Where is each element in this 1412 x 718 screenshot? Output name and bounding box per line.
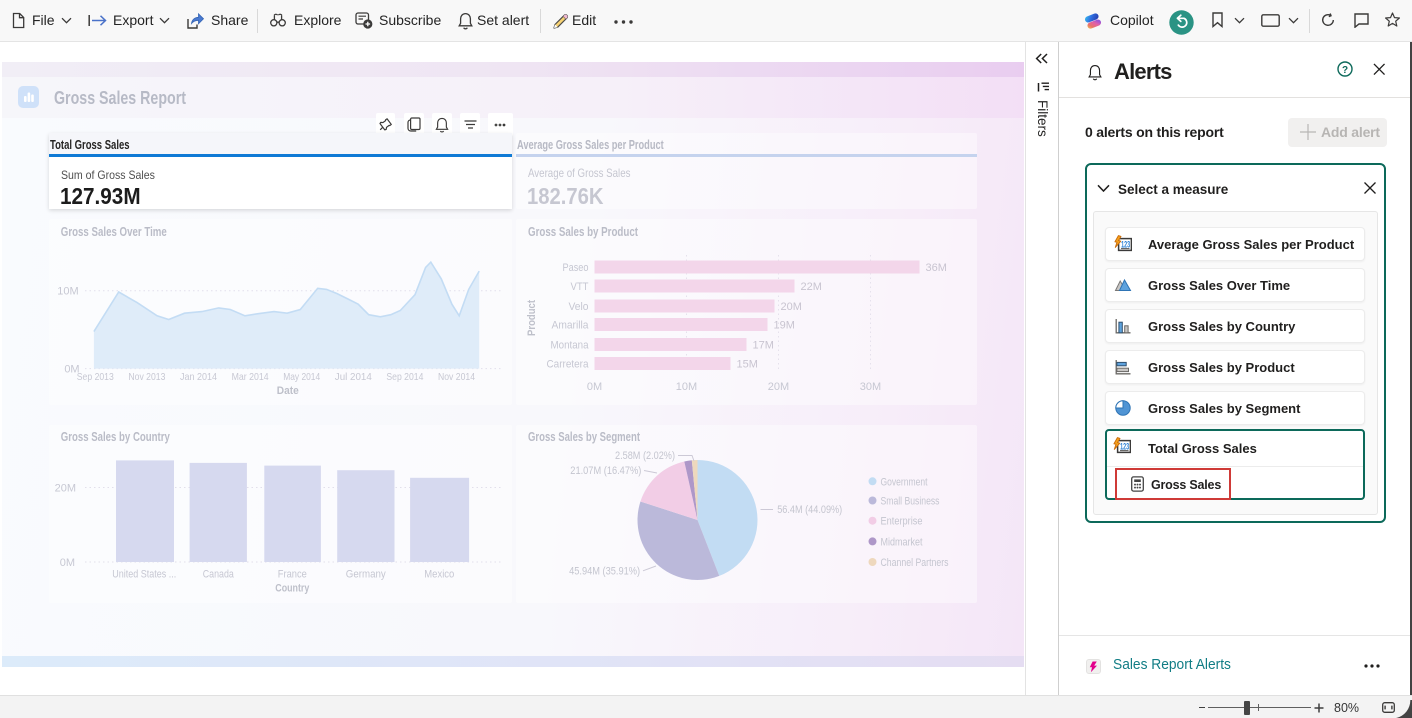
svg-text:France: France: [277, 568, 306, 580]
svg-text:20M: 20M: [54, 482, 75, 494]
svg-text:2.58M (2.02%): 2.58M (2.02%): [615, 450, 675, 462]
svg-text:VTT: VTT: [570, 281, 588, 293]
svg-text:15M: 15M: [736, 359, 757, 371]
svg-text:Government: Government: [880, 476, 927, 488]
svg-text:123: 123: [1121, 239, 1130, 249]
svg-text:Small Business: Small Business: [880, 495, 939, 507]
svg-text:May 2014: May 2014: [283, 371, 320, 383]
svg-text:Gross Sales by Country: Gross Sales by Country: [60, 429, 170, 444]
svg-text:Jul 2014: Jul 2014: [334, 371, 371, 383]
svg-text:Germany: Germany: [345, 568, 385, 580]
svg-text:Midmarket: Midmarket: [880, 536, 922, 548]
svg-text:17M: 17M: [752, 340, 773, 352]
svg-text:Amarilla: Amarilla: [551, 320, 589, 332]
svg-text:10M: 10M: [675, 381, 696, 393]
svg-text:123: 123: [1120, 441, 1129, 451]
svg-text:56.4M (44.09%): 56.4M (44.09%): [777, 504, 842, 516]
svg-text:Carretera: Carretera: [546, 359, 589, 371]
svg-text:?: ?: [1342, 64, 1348, 75]
svg-text:45.94M (35.91%): 45.94M (35.91%): [569, 565, 640, 577]
svg-text:Mexico: Mexico: [424, 568, 454, 580]
svg-text:0M: 0M: [64, 364, 79, 376]
svg-text:Velo: Velo: [568, 301, 588, 313]
svg-text:Sep 2014: Sep 2014: [386, 371, 423, 383]
svg-text:Enterprise: Enterprise: [880, 515, 922, 527]
svg-text:Nov 2013: Nov 2013: [128, 371, 165, 383]
svg-text:Date: Date: [276, 385, 298, 397]
svg-text:Mar 2014: Mar 2014: [231, 371, 268, 383]
svg-text:20M: 20M: [780, 301, 801, 313]
svg-text:Country: Country: [275, 582, 310, 594]
svg-text:Gross Sales by Segment: Gross Sales by Segment: [528, 429, 640, 444]
svg-text:21.07M (16.47%): 21.07M (16.47%): [570, 465, 641, 477]
svg-text:Sep 2013: Sep 2013: [76, 371, 113, 383]
svg-text:Product: Product: [526, 300, 538, 336]
svg-text:Channel Partners: Channel Partners: [880, 557, 948, 569]
svg-text:Montana: Montana: [550, 340, 589, 352]
svg-text:30M: 30M: [859, 381, 880, 393]
svg-text:22M: 22M: [800, 281, 821, 293]
svg-text:10M: 10M: [57, 286, 78, 298]
svg-text:36M: 36M: [925, 262, 946, 274]
svg-text:Paseo: Paseo: [562, 262, 588, 274]
svg-text:Gross Sales Over Time: Gross Sales Over Time: [60, 224, 166, 239]
svg-text:Jan 2014: Jan 2014: [180, 371, 217, 383]
svg-text:19M: 19M: [773, 320, 794, 332]
svg-text:0M: 0M: [586, 381, 601, 393]
svg-text:0M: 0M: [59, 557, 74, 569]
svg-text:20M: 20M: [767, 381, 788, 393]
svg-text:United States ...: United States ...: [112, 568, 176, 580]
svg-text:Gross Sales by Product: Gross Sales by Product: [528, 224, 638, 239]
svg-text:Canada: Canada: [202, 568, 234, 580]
svg-text:Nov 2014: Nov 2014: [438, 371, 475, 383]
